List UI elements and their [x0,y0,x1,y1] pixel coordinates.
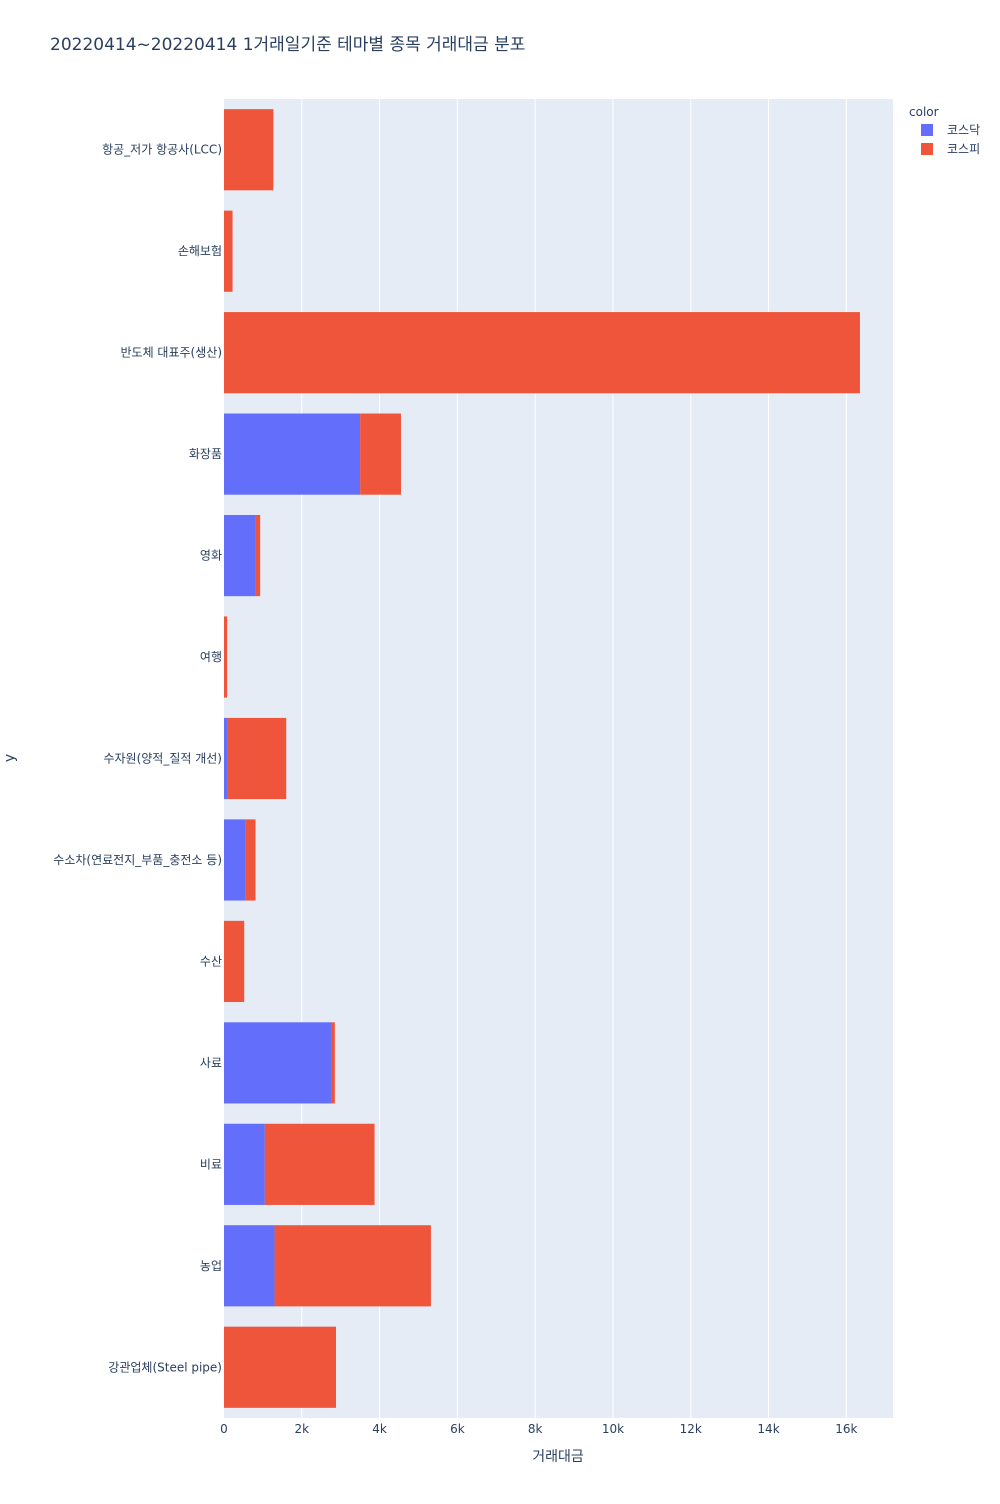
y-tick-label: 여행 [200,649,222,664]
bar-segment[interactable] [224,514,256,597]
bar-segment[interactable] [360,413,401,495]
bar-segment[interactable] [224,1123,265,1205]
y-tick-label: 비료 [200,1157,222,1171]
bar-segment[interactable] [224,819,246,901]
legend-swatch[interactable] [921,143,933,155]
bar-segment[interactable] [224,616,228,698]
y-tick-label: 수산 [200,954,222,968]
y-tick-label: 농업 [200,1259,222,1273]
x-tick-label: 0 [220,1422,228,1436]
x-tick-label: 14k [757,1422,779,1436]
x-axis-tick-labels: 0 2k 4k 6k 8k 10k 12k 14k 16k [220,1422,857,1436]
legend-swatch[interactable] [921,124,933,136]
y-tick-label: 사료 [200,1056,222,1070]
bar-segment[interactable] [274,1225,431,1307]
bar-segment[interactable] [224,1326,337,1408]
y-tick-label: 항공_저가 항공사(LCC) [102,143,222,157]
bar-segment[interactable] [224,109,274,191]
bar-segment[interactable] [245,819,256,901]
x-axis-title: 거래대금 [532,1449,584,1465]
y-tick-label: 영화 [200,549,222,563]
bar-segment[interactable] [224,210,233,292]
y-axis-title: y [2,754,18,762]
y-tick-label: 수소차(연료전지_부품_충전소 등) [53,853,222,867]
bar-segment[interactable] [224,1225,275,1307]
x-tick-label: 12k [680,1422,702,1436]
x-tick-label: 10k [602,1422,624,1436]
bar-segment[interactable] [255,514,261,597]
bar-segment[interactable] [227,717,287,800]
x-tick-label: 8k [528,1422,543,1436]
y-tick-label: 손해보험 [178,244,222,258]
legend-title: color [909,105,939,119]
y-tick-label: 수자원(양적_질적 개선) [103,752,222,766]
y-tick-label: 화장품 [189,447,222,461]
x-tick-label: 6k [450,1422,465,1436]
chart-title: 20220414~20220414 1거래일기준 테마별 종목 거래대금 분포 [50,35,525,55]
bar-segment[interactable] [330,1022,335,1104]
x-tick-label: 2k [294,1422,309,1436]
x-tick-label: 4k [372,1422,387,1436]
bar-segment[interactable] [224,413,361,495]
bar-segment[interactable] [224,717,228,800]
bar-segment[interactable] [224,920,245,1003]
legend-label[interactable]: 코스피 [947,142,980,156]
y-tick-label: 강관업체(Steel pipe) [108,1360,222,1374]
legend-label[interactable]: 코스닥 [947,123,980,137]
bar-segment[interactable] [224,312,860,394]
bar-segment[interactable] [264,1123,375,1205]
plot-background [224,99,893,1418]
plot-area [224,99,893,1418]
y-tick-label: 반도체 대표주(생산) [121,346,223,360]
bar-segment[interactable] [224,1022,331,1104]
x-tick-label: 16k [835,1422,857,1436]
bars[interactable] [224,109,860,1408]
